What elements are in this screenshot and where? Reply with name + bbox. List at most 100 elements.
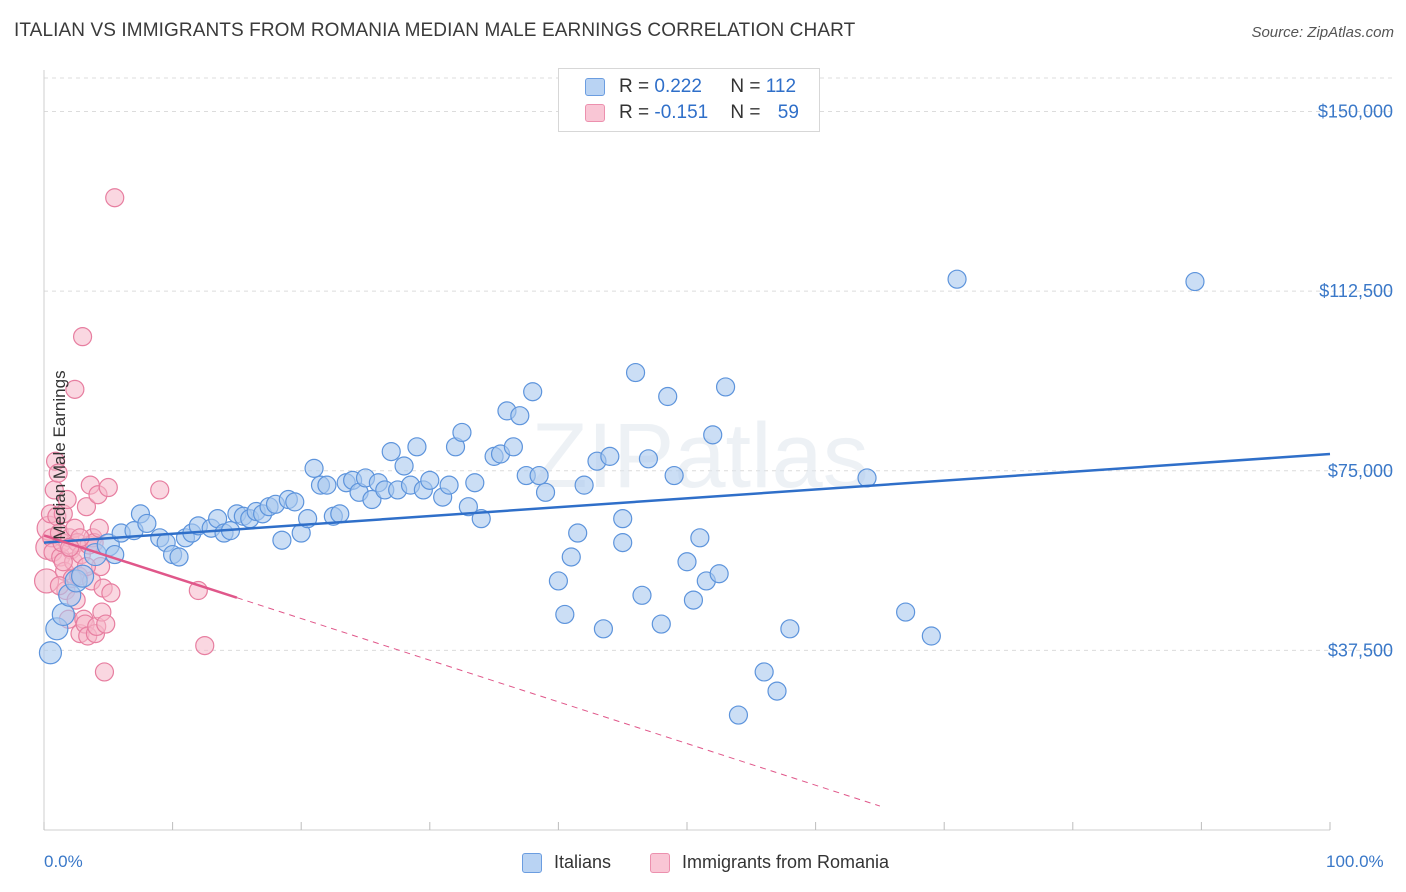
italian-point xyxy=(407,437,427,457)
italian-point xyxy=(555,604,575,625)
italian-point xyxy=(381,442,401,462)
italian-point xyxy=(317,475,337,495)
italian-point xyxy=(638,449,659,469)
y-tick-label: $75,000 xyxy=(1328,461,1393,481)
italian-point xyxy=(683,590,704,610)
italian-point xyxy=(510,406,530,426)
italian-point xyxy=(780,619,800,639)
legend-n-value: 112 xyxy=(765,76,797,97)
italian-point xyxy=(439,475,459,495)
legend-r-label: R = xyxy=(619,76,655,97)
italian-point xyxy=(715,377,736,397)
legend-swatch-blue xyxy=(585,78,605,96)
italian-point xyxy=(664,465,684,486)
italian-point xyxy=(285,492,305,512)
legend-italians-swatch xyxy=(522,852,542,873)
romania-point xyxy=(72,327,93,347)
italian-point xyxy=(272,530,292,550)
romania-point xyxy=(101,583,121,603)
x-tick-max: 100.0% xyxy=(1326,852,1384,871)
italian-point xyxy=(452,422,472,443)
trend-lines xyxy=(43,452,1331,807)
italian-point xyxy=(471,509,491,529)
italian-point xyxy=(896,602,916,622)
y-tick-label: $150,000 xyxy=(1318,102,1393,122)
legend-romania-swatch xyxy=(650,852,670,873)
romania-point xyxy=(195,635,215,656)
romania-point xyxy=(57,489,77,510)
italian-point xyxy=(529,465,549,486)
italian-point xyxy=(709,564,729,584)
italians-trend-line xyxy=(43,452,1331,544)
italian-point xyxy=(921,626,941,646)
legend-romania: Immigrants from Romania xyxy=(650,852,889,873)
italian-point xyxy=(362,489,382,510)
italian-point xyxy=(625,362,646,383)
romania-trend-line xyxy=(43,534,238,599)
legend-r-label: R = xyxy=(619,102,655,123)
italian-point xyxy=(169,547,189,567)
italian-point xyxy=(38,641,63,665)
italian-point xyxy=(947,269,967,289)
italian-point xyxy=(568,523,588,543)
italian-point xyxy=(574,475,594,495)
legend-italians: Italians xyxy=(522,852,611,873)
chart-title: ITALIAN VS IMMIGRANTS FROM ROMANIA MEDIA… xyxy=(14,20,856,41)
italian-point xyxy=(330,504,350,524)
italian-point xyxy=(690,528,710,548)
italian-points xyxy=(38,269,1205,725)
legend-row-italians: R = 0.222 N = 112 xyxy=(585,75,796,99)
legend-n-value: 59 xyxy=(777,102,799,123)
italian-point xyxy=(561,547,581,567)
y-tick-label: $37,500 xyxy=(1328,640,1393,660)
italian-point xyxy=(535,482,556,502)
romania-point xyxy=(150,480,170,500)
italian-point xyxy=(458,497,478,517)
legend-swatch-pink xyxy=(585,104,605,122)
italian-point xyxy=(523,382,543,402)
italian-point xyxy=(632,585,652,605)
romania-point xyxy=(105,188,125,208)
italian-point xyxy=(728,705,749,725)
italian-point xyxy=(137,513,157,534)
legend-italians-label: Italians xyxy=(554,852,612,872)
italian-point xyxy=(548,571,569,591)
legend-r-value: 0.222 xyxy=(654,76,702,97)
romania-point xyxy=(96,614,116,634)
x-tick-min: 0.0% xyxy=(44,852,83,871)
italian-point xyxy=(767,681,787,701)
italian-point xyxy=(465,473,485,493)
italian-point xyxy=(420,470,440,490)
legend-n-label: N = xyxy=(730,76,766,97)
italian-point xyxy=(1185,271,1205,292)
italian-point xyxy=(70,564,95,588)
italian-point xyxy=(613,509,633,529)
source-label: Source: ZipAtlas.com xyxy=(1251,24,1394,41)
italian-point xyxy=(394,456,414,476)
italian-point xyxy=(658,386,678,407)
italian-point xyxy=(613,533,633,553)
y-tick-labels: $37,500 $75,000 $112,500 $150,000 xyxy=(1318,102,1393,661)
italian-point xyxy=(593,619,614,639)
correlation-legend: R = 0.222 N = 112 R = -0.151 N = 59 xyxy=(558,68,820,132)
y-tick-label: $112,500 xyxy=(1319,281,1393,301)
legend-r-value: -0.151 xyxy=(654,102,709,123)
legend-n-label: N = xyxy=(730,102,766,123)
italian-point xyxy=(754,662,774,682)
romania-point xyxy=(89,518,109,538)
romania-point xyxy=(65,379,85,399)
axes xyxy=(43,70,1331,831)
legend-row-romania: R = -0.151 N = 59 xyxy=(585,101,799,125)
italian-point xyxy=(677,552,697,572)
romania-point xyxy=(94,662,115,682)
romania-point xyxy=(98,477,118,498)
legend-romania-label: Immigrants from Romania xyxy=(682,852,890,872)
italian-point xyxy=(651,614,671,634)
italian-point xyxy=(600,446,620,466)
italian-point xyxy=(304,458,324,478)
italian-point xyxy=(703,425,723,445)
italian-point xyxy=(503,437,523,457)
romania-point xyxy=(76,497,97,517)
y-axis-label: Median Male Earnings xyxy=(50,370,69,540)
